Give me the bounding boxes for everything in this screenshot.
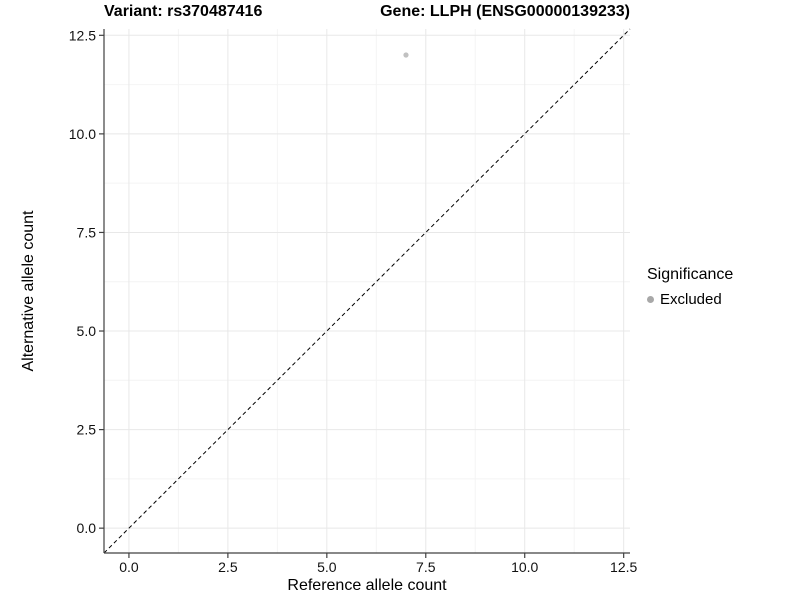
y-tick-label: 5.0 [77, 323, 97, 339]
y-tick-label: 12.5 [69, 27, 96, 43]
variant-title: Variant: rs370487416 [104, 3, 263, 20]
x-tick-label: 10.0 [511, 559, 538, 575]
y-tick-label: 7.5 [77, 224, 97, 240]
data-point [403, 52, 409, 58]
legend-title: Significance [647, 266, 734, 283]
x-tick-label: 12.5 [610, 559, 637, 575]
gene-title: Gene: LLPH (ENSG00000139233) [380, 3, 630, 20]
legend-point-icon [647, 296, 654, 303]
y-tick-label: 0.0 [77, 520, 97, 536]
legend: Significance Excluded [647, 266, 733, 308]
legend-item-excluded: Excluded [647, 291, 733, 308]
x-tick-label: 7.5 [416, 559, 436, 575]
x-tick-label: 0.0 [119, 559, 139, 575]
x-tick-label: 2.5 [218, 559, 238, 575]
y-tick-label: 10.0 [69, 126, 96, 142]
legend-item-label: Excluded [660, 291, 722, 308]
plot-titles: Variant: rs370487416 Gene: LLPH (ENSG000… [104, 3, 630, 21]
x-tick-label: 5.0 [317, 559, 337, 575]
identity-line [103, 28, 631, 554]
y-tick-label: 2.5 [77, 422, 97, 438]
x-axis-title: Reference allele count [287, 577, 447, 594]
